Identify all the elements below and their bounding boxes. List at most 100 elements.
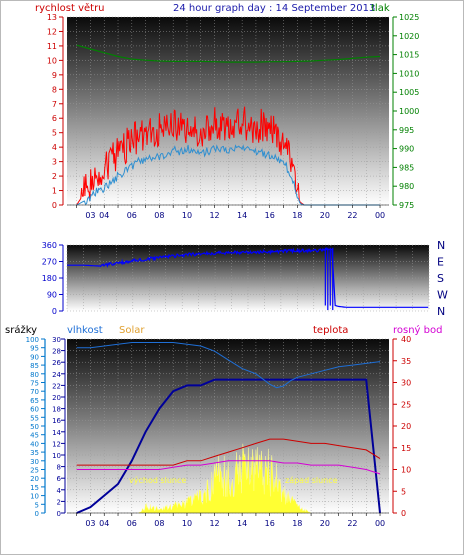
- direction-tick-label: 360: [42, 241, 57, 250]
- wind-tick-label: 13: [47, 13, 57, 22]
- bottom-x-tick-label: 12: [209, 519, 219, 528]
- solar-axis-title: Solar: [119, 325, 145, 336]
- top-x-tick-label: 22: [347, 211, 357, 220]
- wind-tick-label: 5: [52, 129, 57, 138]
- pressure-tick-label: 1010: [399, 69, 419, 78]
- humidity-line: [76, 342, 381, 389]
- pressure-tick-label: 985: [399, 163, 414, 172]
- top-x-tick-label: 10: [182, 211, 192, 220]
- top-x-tick-label: 16: [265, 211, 275, 220]
- temperature-tick-label: 30: [401, 379, 411, 388]
- temperature-tick-label: 40: [401, 335, 411, 344]
- top-x-tick-label: 00: [375, 211, 385, 220]
- wind-tick-label: 1: [52, 187, 57, 196]
- wind-tick-label: 11: [47, 42, 57, 51]
- temperature-axis-title: teplota: [313, 325, 348, 336]
- rain-axis-title: srážky: [5, 324, 37, 336]
- rain-tick-label: 30: [52, 336, 61, 344]
- wind-axis-title: rychlost větru: [35, 2, 105, 14]
- pressure-tick-label: 995: [399, 126, 414, 135]
- humidity-pct-tick-label: 60: [30, 406, 39, 414]
- wind-tick-label: 9: [52, 71, 57, 80]
- temperature-tick-label: 35: [401, 357, 411, 366]
- humidity-pct-tick-label: 100: [26, 336, 39, 344]
- pressure-tick-label: 990: [399, 145, 414, 154]
- bottom-x-tick-label: 16: [265, 519, 275, 528]
- rain-tick-label: 24: [52, 371, 61, 379]
- dewpoint-axis-title: rosný bod: [393, 324, 442, 336]
- wind-tick-label: 10: [47, 56, 57, 65]
- compass-label: W: [437, 289, 448, 302]
- bottom-x-tick-label: 20: [320, 519, 330, 528]
- pressure-tick-label: 1000: [399, 107, 419, 116]
- humidity-pct-tick-label: 85: [30, 362, 39, 370]
- top-x-tick-label: 04: [99, 211, 109, 220]
- rain-tick-label: 14: [52, 429, 61, 437]
- humidity-pct-tick-label: 80: [30, 371, 39, 379]
- pressure-line: [76, 44, 381, 63]
- top-x-tick-label: 03: [85, 211, 95, 220]
- temperature-tick-label: 5: [401, 487, 406, 496]
- rain-line: [76, 378, 381, 514]
- bottom-x-tick-label: 03: [85, 519, 95, 528]
- bottom-x-tick-label: 00: [375, 519, 385, 528]
- bottom-x-tick-label: 18: [292, 519, 302, 528]
- direction-tick-label: 0: [52, 307, 57, 316]
- compass-label: N: [437, 305, 445, 318]
- temperature-tick-label: 20: [401, 422, 411, 431]
- bottom-x-tick-label: 08: [154, 519, 164, 528]
- pressure-tick-label: 1020: [399, 32, 419, 41]
- rain-tick-label: 28: [52, 348, 61, 356]
- direction-tick-label: 90: [47, 291, 57, 300]
- humidity-pct-tick-label: 95: [30, 345, 39, 353]
- bottom-x-tick-label: 14: [237, 519, 247, 528]
- humidity-pct-tick-label: 40: [30, 440, 39, 448]
- top-plot-area: [67, 17, 389, 205]
- graph-title: 24 hour graph day : 14 September 2013: [173, 3, 375, 14]
- rain-tick-label: 6: [57, 475, 62, 483]
- wind-tick-label: 8: [52, 85, 57, 94]
- rain-tick-label: 4: [57, 487, 62, 495]
- pressure-tick-label: 1015: [399, 51, 419, 60]
- humidity-axis-title: vlhkost: [67, 325, 103, 336]
- compass-label: E: [437, 256, 444, 269]
- humidity-pct-tick-label: 15: [30, 484, 39, 492]
- temperature-tick-label: 25: [401, 400, 411, 409]
- wind-tick-label: 4: [52, 143, 57, 152]
- top-x-tick-label: 08: [154, 211, 164, 220]
- wind-tick-label: 7: [52, 100, 57, 109]
- dewpoint-line: [76, 460, 381, 475]
- compass-label: N: [437, 239, 445, 252]
- humidity-pct-tick-label: 5: [35, 501, 39, 509]
- temperature-tick-label: 0: [401, 509, 406, 518]
- bottom-x-tick-label: 06: [127, 519, 137, 528]
- wind-tick-label: 2: [52, 172, 57, 181]
- sunset-annotation: západ slunce: [285, 476, 338, 485]
- temperature-line: [76, 438, 381, 466]
- wind-direction-line: [67, 246, 429, 308]
- wind-tick-label: 0: [52, 201, 57, 210]
- humidity-pct-tick-label: 10: [30, 493, 39, 501]
- top-x-tick-label: 20: [320, 211, 330, 220]
- direction-tick-label: 270: [42, 258, 57, 267]
- wind-tick-label: 12: [47, 27, 57, 36]
- top-x-tick-label: 14: [237, 211, 247, 220]
- bottom-x-tick-label: 04: [99, 519, 109, 528]
- pressure-tick-label: 975: [399, 201, 414, 210]
- humidity-pct-tick-label: 0: [35, 510, 39, 518]
- pressure-tick-label: 980: [399, 182, 414, 191]
- wind-tick-label: 3: [52, 158, 57, 167]
- humidity-pct-tick-label: 65: [30, 397, 39, 405]
- bottom-x-tick-label: 22: [347, 519, 357, 528]
- pressure-tick-label: 1025: [399, 13, 419, 22]
- rain-tick-label: 12: [52, 440, 61, 448]
- pressure-axis-title: tlak: [371, 3, 390, 14]
- temperature-tick-label: 15: [401, 444, 411, 453]
- humidity-pct-tick-label: 45: [30, 432, 39, 440]
- rain-tick-label: 18: [52, 406, 61, 414]
- rain-tick-label: 16: [52, 417, 61, 425]
- pressure-tick-label: 1005: [399, 88, 419, 97]
- sunrise-annotation: východ slunce: [129, 476, 186, 485]
- wind-tick-label: 6: [52, 114, 57, 123]
